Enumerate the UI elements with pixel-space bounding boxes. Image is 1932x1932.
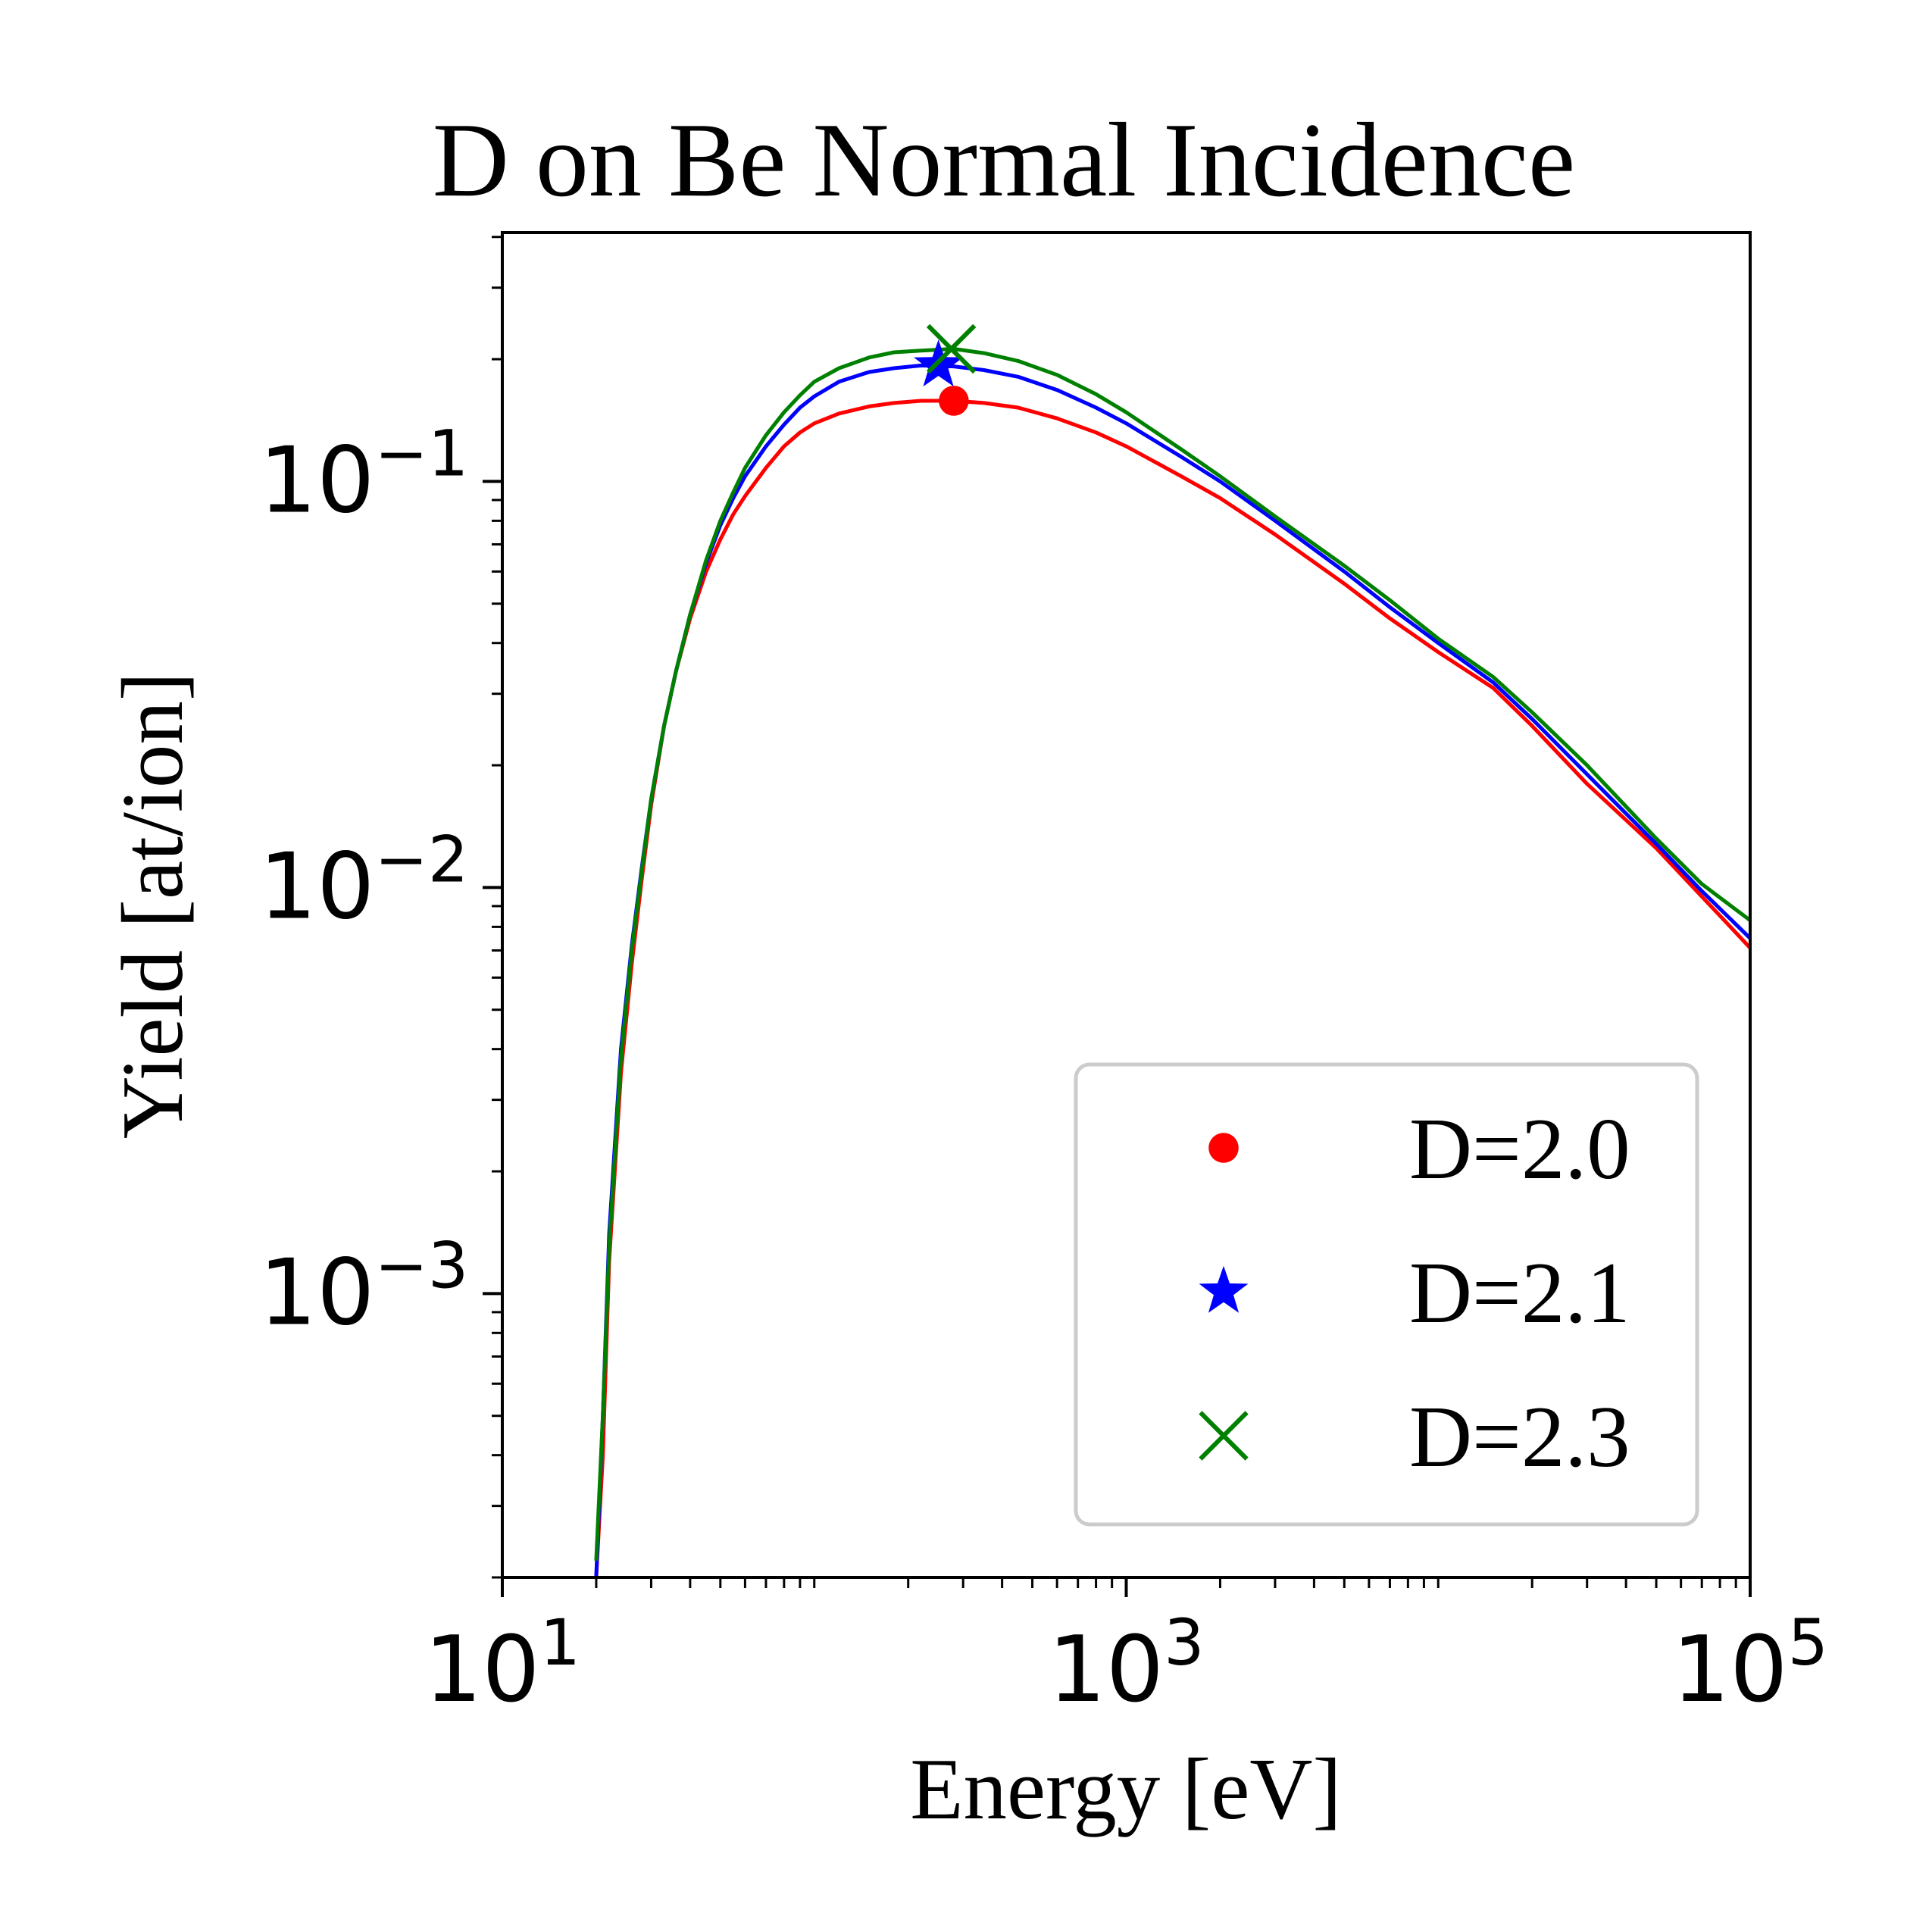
legend-label: D=2.0 xyxy=(1409,1101,1630,1197)
y-tick-base: 10 xyxy=(259,1240,375,1346)
legend-item: D=2.3 xyxy=(1199,1389,1630,1485)
y-tick-exponent: −2 xyxy=(374,822,468,896)
x-axis: 101 103 105 xyxy=(424,1577,1828,1723)
series-layer xyxy=(594,347,1750,1577)
series-line-2 xyxy=(594,347,1750,1561)
peak-marker-0 xyxy=(939,386,969,416)
marker-layer xyxy=(914,324,977,416)
chart-title: D on Be Normal Incidence xyxy=(433,102,1575,219)
x-tick-label: 105 xyxy=(1672,1605,1828,1723)
x-tick-label: 101 xyxy=(424,1605,580,1723)
legend-marker-0 xyxy=(1208,1133,1239,1163)
legend-item: D=2.1 xyxy=(1199,1245,1630,1341)
legend: D=2.0 D=2.1 D=2.3 xyxy=(1074,1062,1699,1527)
legend-marker-2 xyxy=(1199,1411,1249,1461)
y-tick-exponent: −3 xyxy=(374,1228,468,1302)
x-tick-label: 103 xyxy=(1048,1605,1204,1723)
x-tick-base: 10 xyxy=(1672,1618,1788,1723)
legend-item: D=2.0 xyxy=(1208,1101,1630,1197)
y-tick-label: 10−1 xyxy=(259,416,469,533)
legend-label: D=2.1 xyxy=(1409,1245,1630,1341)
peak-marker-2 xyxy=(926,324,977,374)
y-axis: 10−110−210−3 xyxy=(259,236,502,1579)
x-tick-exponent: 3 xyxy=(1164,1605,1204,1680)
plot-area xyxy=(501,231,1752,1579)
legend-frame xyxy=(1074,1062,1699,1527)
legend-label: D=2.3 xyxy=(1409,1389,1630,1485)
x-tick-exponent: 5 xyxy=(1788,1605,1828,1680)
x-axis-label: Energy [eV] xyxy=(910,1741,1341,1837)
x-tick-base: 10 xyxy=(424,1618,540,1723)
y-tick-exponent: −1 xyxy=(374,416,468,490)
y-axis-label: Yield [at/ion] xyxy=(105,672,201,1139)
y-tick-base: 10 xyxy=(259,834,375,939)
x-tick-exponent: 1 xyxy=(540,1605,580,1680)
y-tick-label: 10−2 xyxy=(259,822,469,939)
legend-marker-1 xyxy=(1199,1265,1249,1313)
y-tick-base: 10 xyxy=(259,428,375,533)
y-tick-label: 10−3 xyxy=(259,1228,469,1346)
x-tick-base: 10 xyxy=(1048,1618,1164,1723)
